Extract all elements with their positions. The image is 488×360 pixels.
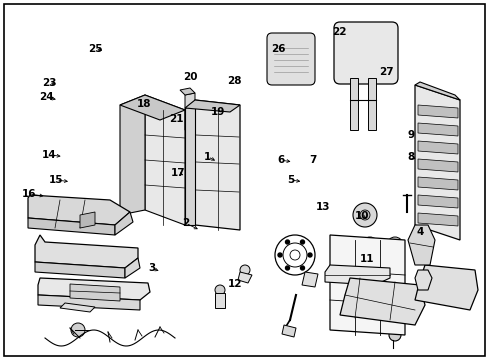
Polygon shape: [215, 293, 224, 308]
Polygon shape: [184, 100, 195, 225]
Circle shape: [215, 285, 224, 295]
Polygon shape: [414, 85, 459, 240]
Text: 26: 26: [271, 44, 285, 54]
Polygon shape: [120, 95, 145, 215]
Polygon shape: [329, 235, 404, 335]
Circle shape: [240, 265, 249, 275]
Polygon shape: [417, 195, 457, 208]
Circle shape: [285, 266, 289, 270]
Polygon shape: [184, 93, 195, 130]
Circle shape: [386, 237, 402, 253]
Text: 9: 9: [407, 130, 413, 140]
Text: 12: 12: [227, 279, 242, 289]
Polygon shape: [38, 278, 150, 300]
Circle shape: [71, 323, 85, 337]
FancyBboxPatch shape: [266, 33, 314, 85]
Text: 7: 7: [308, 155, 316, 165]
Polygon shape: [60, 303, 95, 312]
Polygon shape: [407, 225, 434, 265]
Text: 18: 18: [137, 99, 151, 109]
Circle shape: [307, 253, 311, 257]
Text: 21: 21: [168, 114, 183, 124]
Polygon shape: [414, 270, 431, 290]
Text: 24: 24: [39, 92, 54, 102]
Polygon shape: [120, 95, 184, 120]
Circle shape: [300, 266, 304, 270]
Circle shape: [352, 203, 376, 227]
Polygon shape: [414, 265, 477, 310]
Text: 25: 25: [88, 44, 102, 54]
Text: 27: 27: [378, 67, 393, 77]
Polygon shape: [417, 141, 457, 154]
Polygon shape: [35, 262, 125, 278]
Text: 16: 16: [22, 189, 37, 199]
Circle shape: [278, 253, 282, 257]
Text: 1: 1: [204, 152, 211, 162]
Polygon shape: [38, 295, 140, 310]
Polygon shape: [282, 325, 295, 337]
FancyBboxPatch shape: [333, 22, 397, 84]
Polygon shape: [80, 212, 95, 228]
Polygon shape: [417, 105, 457, 118]
Text: 11: 11: [359, 254, 373, 264]
Polygon shape: [28, 195, 130, 225]
Text: 19: 19: [210, 107, 224, 117]
Circle shape: [388, 329, 400, 341]
Text: 23: 23: [41, 78, 56, 88]
Polygon shape: [302, 272, 317, 287]
Polygon shape: [70, 284, 120, 301]
Text: 3: 3: [148, 263, 155, 273]
Text: 6: 6: [277, 155, 284, 165]
Polygon shape: [145, 95, 184, 225]
Polygon shape: [417, 177, 457, 190]
Circle shape: [285, 240, 289, 244]
Text: 28: 28: [227, 76, 242, 86]
Polygon shape: [339, 278, 424, 325]
Text: 13: 13: [315, 202, 329, 212]
Text: 22: 22: [332, 27, 346, 37]
Text: 4: 4: [416, 227, 424, 237]
Polygon shape: [238, 272, 251, 283]
Polygon shape: [417, 159, 457, 172]
Polygon shape: [325, 265, 389, 285]
Polygon shape: [125, 258, 140, 278]
Polygon shape: [367, 78, 375, 130]
Text: 10: 10: [354, 211, 368, 221]
Text: 2: 2: [182, 218, 189, 228]
Circle shape: [366, 242, 372, 248]
Text: 20: 20: [183, 72, 198, 82]
Text: 14: 14: [41, 150, 56, 160]
Polygon shape: [195, 100, 240, 230]
Circle shape: [361, 237, 377, 253]
Polygon shape: [35, 235, 138, 268]
Polygon shape: [349, 78, 357, 130]
Text: 15: 15: [49, 175, 63, 185]
Text: 17: 17: [171, 168, 185, 178]
Text: 5: 5: [287, 175, 294, 185]
Text: 8: 8: [407, 152, 413, 162]
Polygon shape: [184, 100, 240, 112]
Polygon shape: [417, 213, 457, 226]
Circle shape: [391, 242, 397, 248]
Polygon shape: [115, 212, 133, 235]
Circle shape: [300, 240, 304, 244]
Circle shape: [359, 210, 369, 220]
Polygon shape: [414, 82, 459, 100]
Polygon shape: [28, 218, 115, 235]
Polygon shape: [417, 123, 457, 136]
Polygon shape: [180, 88, 195, 95]
